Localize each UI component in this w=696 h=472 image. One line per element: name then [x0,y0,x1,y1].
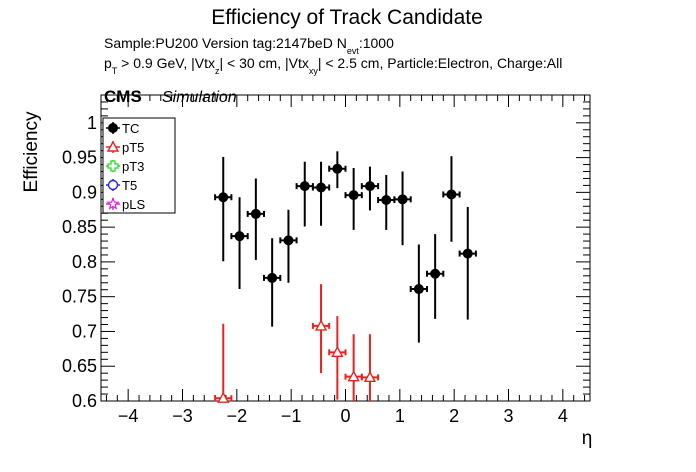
data-point [344,168,363,230]
data-point [214,156,233,262]
y-tick-label: 0.8 [72,252,97,272]
x-tick-label: 2 [449,406,459,426]
legend-label: pT3 [122,159,144,174]
marker [462,248,473,259]
chart-title: Efficiency of Track Candidate [211,6,483,29]
x-tick-label: −4 [118,406,139,426]
legend-entry-pt3: pT3 [106,159,144,174]
legend: TC pT5 pT3 T5 pLS [102,117,176,214]
data-point [279,209,298,283]
legend-entry-pt5: pT5 [106,140,144,155]
legend-marker [106,140,120,152]
marker [397,194,408,205]
y-tick-label: 0.65 [62,356,97,376]
marker [267,272,278,283]
y-tick-label: 0.7 [72,321,97,341]
legend-label: pT5 [122,140,144,155]
data-point [377,174,396,230]
marker [331,345,344,358]
series-tc [214,151,477,343]
data-point [426,234,445,319]
data-point [311,284,331,374]
legend-label: TC [122,121,139,136]
x-tick-label: −1 [281,406,302,426]
cms-label: CMS [104,87,142,106]
marker [314,319,328,331]
data-point [458,206,477,320]
legend-entry-tc: TC [106,121,139,136]
marker [381,195,392,206]
data-point [263,238,282,327]
info-line-sample: Sample:PU200 Version tag:2147beD Nevt:10… [104,35,394,56]
legend-label: T5 [122,178,137,193]
x-axis-title: η [582,428,593,449]
y-tick-label: 0.85 [62,217,97,237]
marker [234,231,245,242]
x-tick-label: −3 [172,406,193,426]
marker [250,208,261,219]
legend-marker [107,179,119,191]
marker [316,182,327,193]
marker [430,268,441,279]
marker [299,181,310,192]
legend-marker [108,123,118,133]
y-tick-label: 0.9 [72,182,97,202]
x-tick-label: 4 [558,406,568,426]
y-axis-title: Efficiency [21,111,42,192]
series-pt5 [214,284,380,403]
y-tick-label: 1 [87,113,97,133]
marker [364,181,375,192]
legend-entry-t5: T5 [106,178,137,193]
y-tick-label: 0.95 [62,148,97,168]
legend-marker [107,160,119,172]
marker [347,370,360,382]
marker [217,391,230,403]
data-points [214,151,477,403]
data-point [328,151,347,189]
simulation-label: Simulation [162,89,237,106]
data-point [442,156,461,242]
marker [332,163,343,174]
x-tick-label: 1 [395,406,405,426]
legend-entry-pls: pLS [106,196,145,212]
marker [218,192,229,203]
data-point [230,197,249,290]
data-point [246,178,265,260]
data-point [328,316,347,400]
marker [413,284,424,295]
marker [363,370,377,383]
data-point [311,161,331,226]
data-point [393,171,412,246]
legend-marker [106,196,120,210]
legend-label: pLS [122,197,145,212]
x-tick-label: −2 [227,406,248,426]
data-point [360,334,380,401]
marker [348,190,359,201]
info-line-cuts: pT > 0.9 GeV, |Vtxz| < 30 cm, |Vtxxy| < … [104,55,562,76]
data-point [344,334,363,401]
y-tick-label: 0.75 [62,287,97,307]
data-point [295,161,314,227]
x-tick-label: 0 [340,406,350,426]
data-point [360,166,380,211]
x-tick-label: 3 [503,406,513,426]
marker [446,189,457,200]
y-tick-label: 0.6 [72,391,97,411]
data-point [409,244,428,343]
data-point [214,323,233,403]
marker [283,235,294,246]
